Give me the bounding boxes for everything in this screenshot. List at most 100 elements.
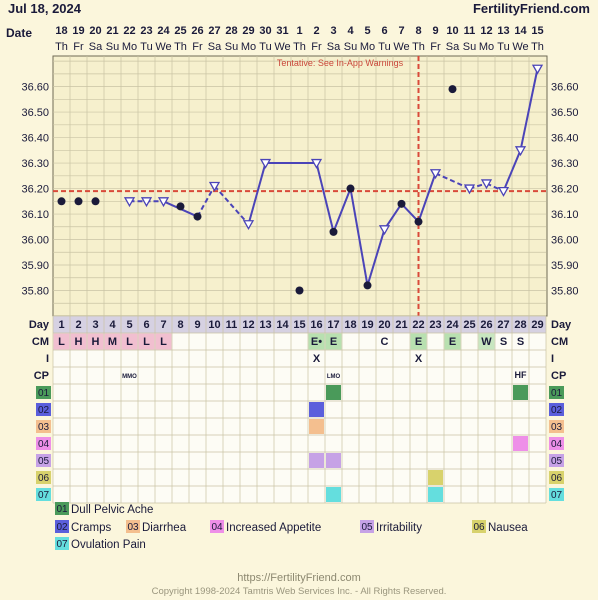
- y-tick-left: 36.40: [21, 133, 49, 145]
- cycle-day: 13: [259, 319, 271, 331]
- day-row-label: Day: [551, 319, 572, 331]
- symptom-code: 01: [38, 388, 50, 399]
- y-tick-left: 36.60: [21, 82, 49, 94]
- temperature-point: [91, 197, 100, 206]
- symptom-code: 05: [38, 456, 50, 467]
- symptom-cell: [326, 385, 341, 400]
- legend-swatch: [210, 520, 224, 533]
- cycle-day: 6: [143, 319, 149, 331]
- temperature-point: [140, 197, 153, 208]
- cycle-day: 3: [92, 319, 98, 331]
- weekday-label: Th: [55, 41, 68, 53]
- weekday-label: Th: [174, 41, 187, 53]
- symptom-code: 07: [551, 490, 563, 501]
- legend-swatch: [472, 520, 486, 533]
- symptom-code-badge: [549, 471, 564, 484]
- cycle-day: 8: [177, 319, 183, 331]
- cm-cell: [70, 333, 87, 350]
- cm-value: M: [108, 336, 117, 348]
- cycle-day: 25: [463, 319, 475, 331]
- legend-label: Ovulation Pain: [71, 539, 146, 551]
- temperature-point: [514, 146, 527, 157]
- symptom-code-badge: [36, 386, 51, 399]
- cm-value: H: [92, 336, 100, 348]
- cycle-day: 7: [160, 319, 166, 331]
- cm-value: E•: [311, 336, 322, 348]
- cm-cell: [87, 333, 104, 350]
- y-tick-right: 36.10: [551, 209, 579, 221]
- temperature-segment: [435, 172, 470, 190]
- weekday-label: Th: [412, 41, 425, 53]
- weekday-label: Mo: [360, 41, 375, 53]
- cm-cell: [155, 333, 172, 350]
- symptom-code-badge: [549, 437, 564, 450]
- temperature-point: [346, 184, 355, 193]
- weekday-label: We: [393, 41, 409, 53]
- y-tick-left: 36.50: [21, 107, 49, 119]
- symptom-code-badge: [36, 403, 51, 416]
- symptom-code: 04: [551, 439, 563, 450]
- legend-label: Cramps: [71, 522, 112, 534]
- cp-note: LMO: [327, 374, 341, 380]
- symptom-cell: [309, 453, 324, 468]
- symptom-cell: [326, 487, 341, 502]
- temperature-segment: [332, 188, 352, 233]
- weekday-label: Su: [225, 41, 238, 53]
- date-label: 4: [347, 25, 354, 37]
- cm-cell: [104, 333, 121, 350]
- legend-code: 01: [56, 504, 68, 515]
- symptom-code: 02: [551, 405, 563, 416]
- footer-url[interactable]: https://FertilityFriend.com: [237, 572, 360, 584]
- weekday-label: Sa: [89, 41, 103, 53]
- date-label: 22: [123, 25, 135, 37]
- date-label: 12: [480, 25, 492, 37]
- temperature-point: [448, 85, 457, 94]
- temperature-segment: [417, 172, 437, 223]
- cm-row-label: CM: [551, 336, 568, 348]
- cycle-day: 11: [226, 319, 238, 331]
- cp-note: HF: [515, 370, 527, 380]
- symptom-code-badge: [36, 454, 51, 467]
- temperature-point: [531, 64, 544, 75]
- weekday-label: We: [155, 41, 171, 53]
- symptom-code-badge: [36, 471, 51, 484]
- symptom-cell: [326, 453, 341, 468]
- cycle-day: 28: [514, 319, 526, 331]
- legend-code: 02: [56, 522, 68, 533]
- cm-value: L: [126, 336, 133, 348]
- temperature-point: [414, 217, 423, 226]
- cycle-day: 4: [109, 319, 116, 331]
- i-row-label: I: [551, 353, 554, 365]
- symptom-code-badge: [36, 420, 51, 433]
- cycle-day: 21: [395, 319, 407, 331]
- cm-value: L: [58, 336, 65, 348]
- weekday-label: Mo: [241, 41, 256, 53]
- cm-cell: [308, 333, 325, 350]
- weekday-label: Sa: [208, 41, 222, 53]
- weekday-label: Th: [531, 41, 544, 53]
- symptom-cell: [309, 402, 324, 417]
- date-label: 20: [89, 25, 101, 37]
- legend-swatch: [55, 502, 69, 515]
- y-tick-left: 36.00: [21, 235, 49, 247]
- temperature-point: [363, 281, 372, 290]
- legend-code: 03: [127, 522, 139, 533]
- intercourse-mark: X: [415, 353, 423, 365]
- date-label: 25: [174, 25, 186, 37]
- temperature-point: [208, 181, 221, 192]
- temperature-segment: [486, 182, 504, 193]
- weekday-label: Su: [106, 41, 119, 53]
- cycle-day: 23: [429, 319, 441, 331]
- cm-cell: [138, 333, 155, 350]
- symptom-cell: [513, 385, 528, 400]
- cm-cell: [444, 333, 461, 350]
- cycle-day: 9: [194, 319, 200, 331]
- date-label: 6: [381, 25, 387, 37]
- cycle-day: 5: [126, 319, 132, 331]
- tentative-warning[interactable]: Tentative: See In-App Warnings: [277, 58, 404, 68]
- legend-swatch: [360, 520, 374, 533]
- temperature-point: [497, 186, 510, 197]
- cycle-day: 2: [75, 319, 81, 331]
- symptom-code-badge: [549, 386, 564, 399]
- temperature-segment: [196, 185, 216, 218]
